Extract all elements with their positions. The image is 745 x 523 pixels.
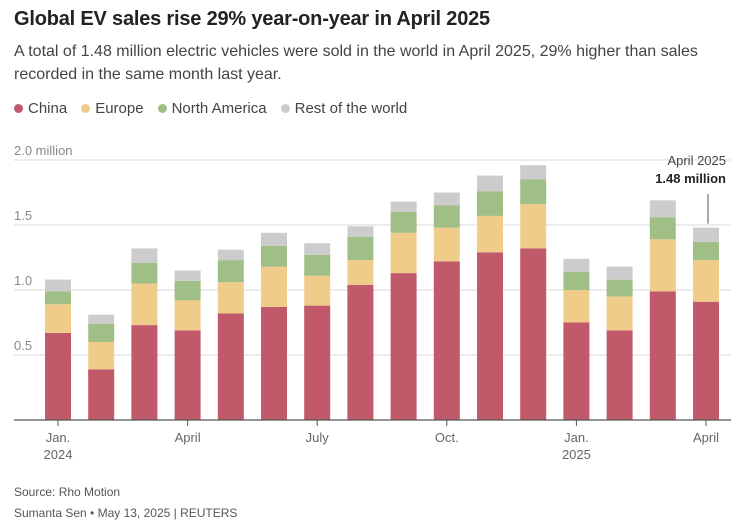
bar-segment-rest-of-the-world: [693, 227, 719, 242]
bar-segment-china: [433, 261, 460, 420]
y-tick-label: 1.0: [14, 273, 32, 288]
bar-segment-rest-of-the-world: [174, 270, 201, 281]
chart-title: Global EV sales rise 29% year-on-year in…: [14, 8, 490, 30]
y-tick-label: 2.0 million: [14, 143, 73, 158]
bar-segment-rest-of-the-world: [520, 165, 547, 180]
legend-swatch-north-america: [157, 104, 167, 113]
bar-segment-north-america: [131, 262, 158, 284]
bar-segment-rest-of-the-world: [433, 192, 460, 206]
bar-segment-europe: [304, 275, 331, 306]
bar-segment-china: [693, 301, 719, 420]
y-tick-label: 0.5: [14, 338, 32, 353]
legend-swatch-china: [14, 104, 23, 113]
bar-segment-china: [563, 322, 590, 420]
bar-segment-north-america: [174, 280, 201, 301]
x-tick-label: April: [175, 430, 201, 445]
source-note: Source: Rho Motion: [14, 485, 121, 499]
bar-segment-europe: [520, 204, 547, 249]
bar-segment-china: [131, 325, 158, 420]
bar-segment-rest-of-the-world: [347, 226, 374, 237]
bar-segment-europe: [347, 260, 374, 285]
x-tick-label: July: [306, 430, 330, 445]
bar-segment-china: [390, 273, 417, 420]
bar-segment-rest-of-the-world: [217, 249, 244, 261]
bar-segment-rest-of-the-world: [477, 175, 503, 192]
bar-segment-rest-of-the-world: [649, 200, 676, 218]
bar-segment-europe: [261, 266, 287, 307]
legend-swatch-rest-of-world: [280, 104, 290, 113]
bar-segment-europe: [563, 290, 590, 323]
stacked-bar-chart: 0.5 1.0 1.5 2.0 million Jan. 2024 April July Oct…: [14, 143, 731, 462]
bar-segment-europe: [477, 215, 503, 253]
bar-segment-rest-of-the-world: [88, 314, 115, 324]
bar-segment-north-america: [390, 212, 417, 233]
legend-item-china: China: [14, 100, 67, 117]
bar-segment-north-america: [45, 291, 71, 305]
bar-segment-china: [649, 291, 676, 420]
bar-segment-rest-of-the-world: [131, 248, 158, 263]
bar-segment-china: [520, 248, 547, 420]
bar-segment-europe: [131, 283, 158, 326]
bar-segment-china: [217, 313, 244, 420]
legend-label-china: China: [28, 100, 68, 117]
bar-segment-rest-of-the-world: [390, 201, 417, 212]
legend-label-north-america: North America: [171, 100, 267, 117]
annotation-label: April 2025: [667, 153, 726, 168]
bar-segment-europe: [693, 260, 719, 302]
bar-segment-china: [88, 369, 115, 420]
bar-segment-europe: [174, 300, 201, 331]
bar-segment-north-america: [520, 179, 547, 205]
x-tick-label: April: [693, 430, 719, 445]
bar-segment-north-america: [606, 279, 633, 297]
legend-swatch-europe: [81, 104, 91, 113]
bar-segment-north-america: [217, 260, 244, 283]
annotation-value: 1.48 million: [655, 171, 726, 186]
bar-segment-europe: [606, 296, 633, 331]
bar-segment-north-america: [693, 241, 719, 261]
bar-segment-north-america: [88, 323, 115, 342]
legend-item-north-america: North America: [157, 100, 267, 117]
bar-segment-rest-of-the-world: [45, 279, 71, 292]
bar-segment-north-america: [433, 205, 460, 228]
bar-segment-north-america: [649, 217, 676, 240]
bar-segment-north-america: [347, 236, 374, 261]
bar-segment-china: [261, 306, 287, 420]
chart-subtitle: A total of 1.48 million electric vehicle…: [14, 43, 698, 83]
bar-segment-europe: [217, 282, 244, 314]
bar-segment-north-america: [304, 254, 331, 276]
legend-item-europe: Europe: [81, 100, 144, 117]
y-tick-label: 1.5: [14, 208, 32, 223]
legend-label-europe: Europe: [95, 100, 144, 117]
x-tick-label: Oct.: [435, 430, 459, 445]
bar-segment-europe: [45, 304, 71, 333]
bar-segment-rest-of-the-world: [304, 243, 331, 255]
x-tick-year-label: 2025: [562, 447, 591, 462]
bar-segment-china: [606, 330, 633, 420]
bar-segment-europe: [88, 342, 115, 370]
bar-segment-china: [347, 284, 374, 420]
legend-label-rest-of-world: Rest of the world: [294, 100, 408, 117]
bar-segment-china: [304, 305, 331, 420]
bar-segment-rest-of-the-world: [606, 266, 633, 280]
bar-segment-china: [45, 332, 71, 420]
bar-segment-north-america: [477, 191, 503, 216]
bar-segment-europe: [649, 239, 676, 292]
legend: China Europe North America Rest of the w…: [14, 100, 407, 117]
credit-line: Sumanta Sen • May 13, 2025 | REUTERS: [14, 506, 238, 520]
bar-segment-europe: [433, 227, 460, 262]
bar-segment-china: [174, 330, 201, 420]
x-tick-year-label: 2024: [44, 447, 73, 462]
bar-segment-rest-of-the-world: [563, 258, 590, 272]
x-tick-label: Jan.: [564, 430, 589, 445]
legend-item-rest-of-world: Rest of the world: [280, 100, 408, 117]
x-tick-label: Jan.: [46, 430, 71, 445]
bar-segment-north-america: [563, 271, 590, 290]
bar-segment-europe: [390, 232, 417, 274]
bar-segment-north-america: [261, 245, 287, 267]
bar-segment-rest-of-the-world: [261, 232, 287, 246]
bar-segment-china: [477, 252, 503, 420]
